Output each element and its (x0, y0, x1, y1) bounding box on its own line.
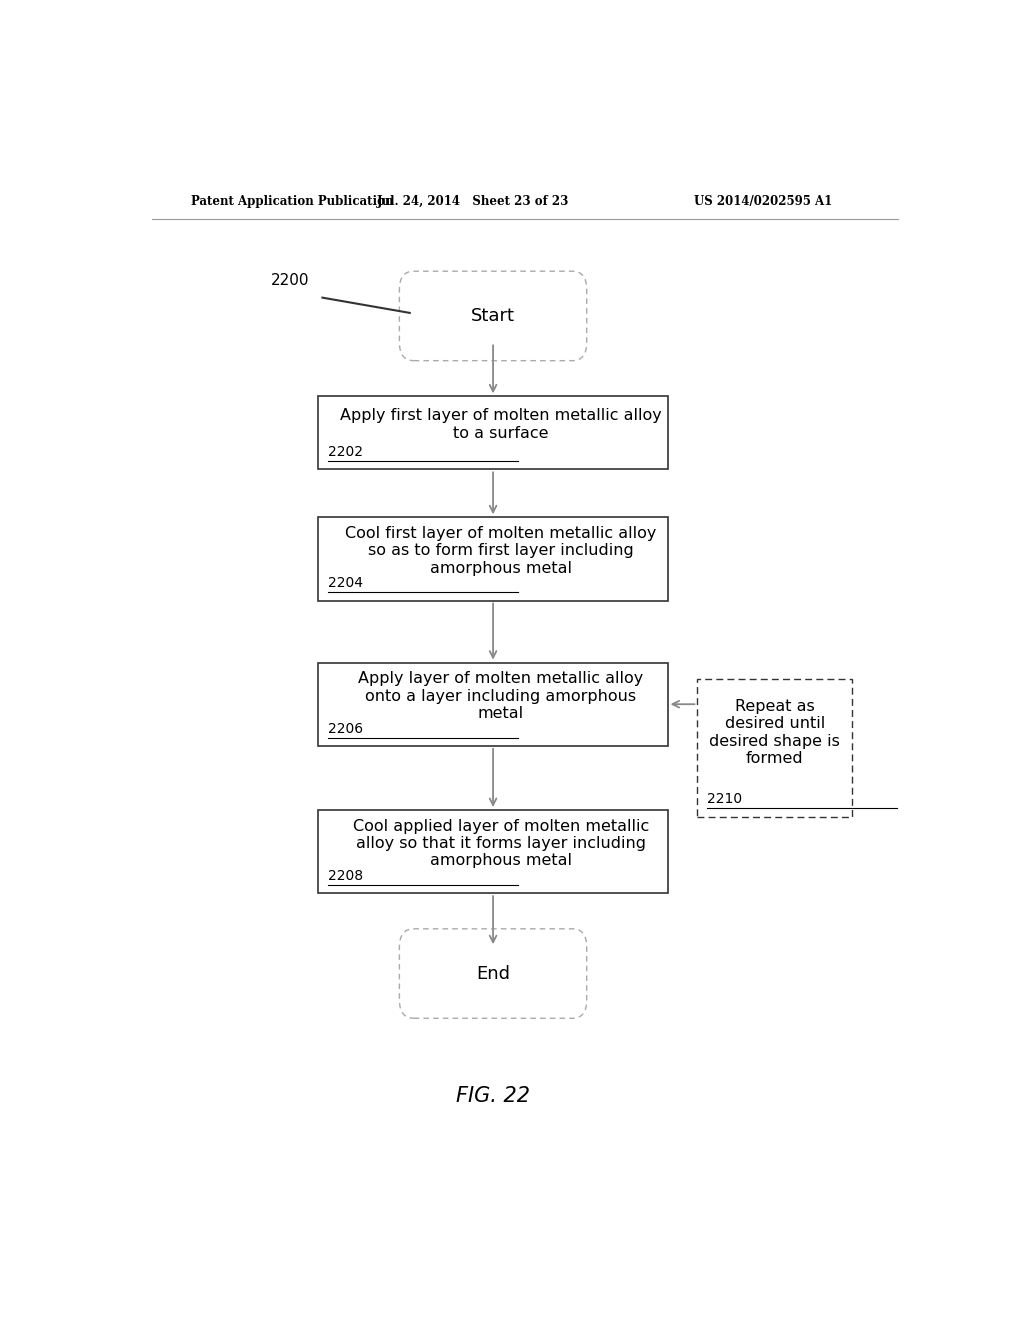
FancyBboxPatch shape (697, 680, 852, 817)
Text: 2206: 2206 (328, 722, 364, 735)
FancyBboxPatch shape (318, 396, 668, 470)
Text: Apply layer of molten metallic alloy
onto a layer including amorphous
metal: Apply layer of molten metallic alloy ont… (358, 671, 644, 721)
Text: Repeat as
desired until
desired shape is
formed: Repeat as desired until desired shape is… (710, 700, 841, 767)
Text: 2210: 2210 (707, 792, 742, 807)
Text: 2202: 2202 (328, 445, 362, 459)
Text: FIG. 22: FIG. 22 (456, 1085, 530, 1106)
Text: Patent Application Publication: Patent Application Publication (191, 194, 394, 207)
Text: Start: Start (471, 308, 515, 325)
FancyBboxPatch shape (318, 663, 668, 746)
Text: Cool first layer of molten metallic alloy
so as to form first layer including
am: Cool first layer of molten metallic allo… (345, 525, 656, 576)
Text: 2200: 2200 (270, 273, 309, 288)
Text: Apply first layer of molten metallic alloy
to a surface: Apply first layer of molten metallic all… (340, 408, 662, 441)
FancyBboxPatch shape (318, 810, 668, 894)
Text: US 2014/0202595 A1: US 2014/0202595 A1 (693, 194, 833, 207)
FancyBboxPatch shape (399, 271, 587, 360)
Text: Jul. 24, 2014   Sheet 23 of 23: Jul. 24, 2014 Sheet 23 of 23 (377, 194, 569, 207)
FancyBboxPatch shape (399, 929, 587, 1018)
FancyBboxPatch shape (318, 517, 668, 601)
Text: 2204: 2204 (328, 577, 362, 590)
Text: End: End (476, 965, 510, 982)
Text: 2208: 2208 (328, 869, 364, 883)
Text: Cool applied layer of molten metallic
alloy so that it forms layer including
amo: Cool applied layer of molten metallic al… (353, 818, 649, 869)
